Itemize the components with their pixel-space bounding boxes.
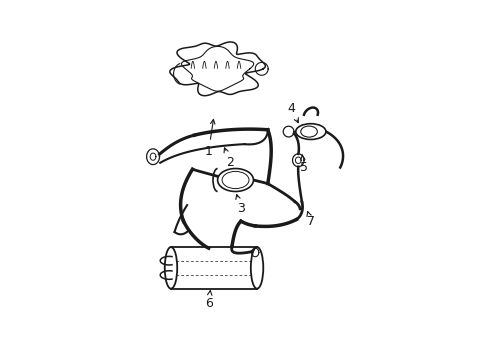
Text: 5: 5 bbox=[299, 155, 307, 174]
Text: 1: 1 bbox=[204, 120, 215, 158]
Ellipse shape bbox=[164, 247, 177, 289]
Ellipse shape bbox=[295, 124, 325, 139]
Text: 4: 4 bbox=[286, 102, 298, 123]
Text: 3: 3 bbox=[235, 195, 244, 215]
Text: 7: 7 bbox=[306, 211, 314, 228]
Ellipse shape bbox=[250, 247, 263, 289]
Text: 6: 6 bbox=[204, 291, 212, 310]
Text: 2: 2 bbox=[224, 148, 234, 168]
Ellipse shape bbox=[217, 168, 253, 192]
